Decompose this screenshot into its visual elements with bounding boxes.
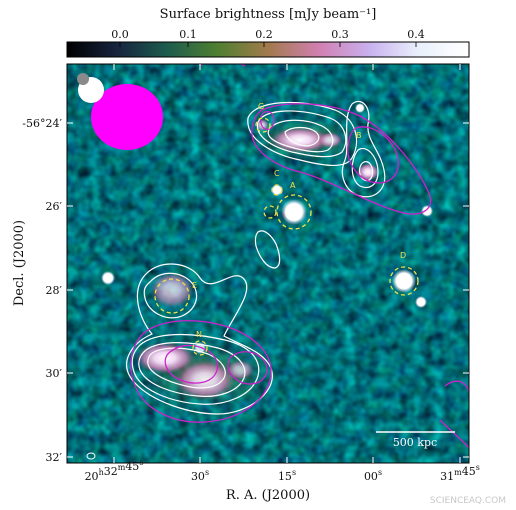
x-tick-label: 20h32m45s (85, 458, 144, 483)
yellow-source-apertures (154, 117, 419, 356)
emission-e-blob (150, 272, 194, 308)
resolution-beam-corner (86, 452, 96, 460)
aperture-c (271, 184, 283, 196)
scale-bar-label: 500 kpc (393, 436, 437, 449)
radio-beam-large (91, 84, 163, 150)
radio-beam-tiny (77, 73, 89, 85)
x-tick-label: 00s (364, 468, 382, 483)
source-label-n: N (196, 330, 202, 339)
source-label-c: C (274, 169, 280, 178)
y-tick-label: 26′ (46, 200, 63, 213)
aperture-e (154, 278, 190, 314)
source-labels: G B C A D E N (192, 102, 406, 339)
point-source-a (281, 199, 307, 225)
colorbar-tick-label: 0.4 (407, 28, 425, 41)
colorbar-tick-label: 0.0 (111, 28, 129, 41)
emission-b-blob (357, 163, 379, 181)
colorbar (66, 41, 470, 58)
x-tick-label: 30s (191, 468, 209, 483)
x-axis-title: R. A. (J2000) (226, 488, 310, 503)
colorbar-tick-label: 0.1 (179, 28, 197, 41)
aperture-n (192, 340, 208, 356)
source-label-g: G (258, 102, 264, 111)
x-tick-label: 31m45s (440, 463, 480, 483)
point-source-east-1 (421, 205, 433, 217)
y-tick-label: 28′ (46, 284, 63, 297)
aperture-a-2 (263, 205, 277, 219)
point-source-north (355, 103, 365, 113)
emission-south-blob-3 (226, 360, 254, 380)
aperture-d (389, 266, 419, 296)
y-tick-label: 30′ (46, 367, 63, 380)
image-panel: G B C A D E N 500 kpc (67, 64, 469, 463)
point-source-c (271, 184, 283, 196)
source-label-a: A (290, 181, 296, 190)
source-label-b: B (356, 131, 362, 140)
x-axis-ticks: 20h32m45s 30s 15s 00s 31m45s (85, 64, 480, 483)
image-frame (66, 63, 470, 464)
emission-north-blob-2 (318, 132, 342, 148)
colorbar-tick-label: 0.3 (331, 28, 349, 41)
colorbar-label: Surface brightness [mJy beam⁻¹] (160, 7, 377, 22)
colorbar-ticks: 0.0 0.1 0.2 0.3 0.4 (111, 28, 425, 47)
colorbar-tick-label: 0.2 (255, 28, 273, 41)
y-axis-ticks: -56°24′ 26′ 28′ 30′ 32′ (22, 117, 469, 464)
source-label-e: E (192, 281, 197, 290)
magenta-contours (130, 64, 469, 449)
watermark: SCIENCEAQ.COM (430, 496, 506, 506)
point-source-d (392, 269, 416, 293)
y-tick-label: 32′ (46, 451, 63, 464)
aperture-g (255, 117, 271, 133)
aperture-a (276, 194, 312, 230)
y-tick-label: -56°24′ (22, 117, 62, 130)
point-source-east-2 (415, 296, 427, 308)
point-source-west (101, 271, 115, 285)
source-label-d: D (400, 251, 406, 260)
y-axis-title: Decl. (J2000) (12, 220, 27, 306)
x-tick-label: 15s (278, 468, 296, 483)
emission-south-blob-2 (175, 360, 235, 400)
